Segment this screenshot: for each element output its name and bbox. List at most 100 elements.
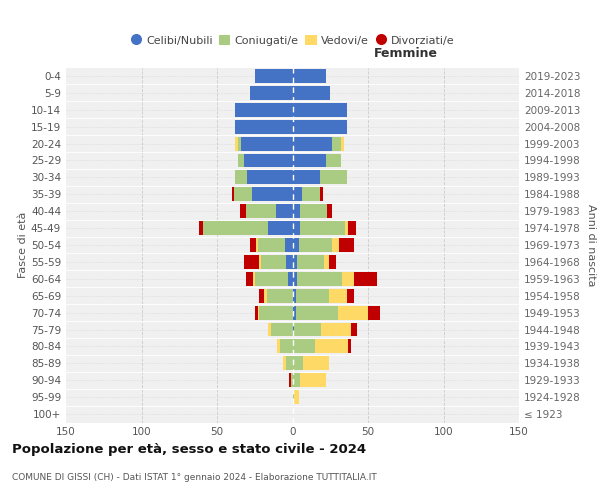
Bar bbox=[244, 154, 293, 168]
Bar bbox=[355, 272, 377, 285]
Bar bbox=[293, 289, 296, 302]
Bar bbox=[293, 120, 347, 134]
Bar bbox=[320, 188, 323, 201]
Bar bbox=[352, 322, 358, 336]
Bar bbox=[268, 322, 271, 336]
Bar bbox=[271, 322, 293, 336]
Bar bbox=[294, 390, 299, 404]
Bar bbox=[250, 86, 293, 100]
Bar bbox=[255, 69, 293, 83]
Bar bbox=[241, 136, 293, 150]
Bar bbox=[343, 272, 355, 285]
Text: Femmine: Femmine bbox=[374, 48, 438, 60]
Bar bbox=[252, 188, 293, 201]
Bar bbox=[293, 322, 294, 336]
Bar bbox=[300, 204, 327, 218]
Bar bbox=[259, 306, 293, 320]
Bar bbox=[294, 322, 321, 336]
Bar bbox=[329, 255, 336, 269]
Bar bbox=[235, 136, 238, 150]
Bar bbox=[268, 221, 293, 235]
Text: Popolazione per età, sesso e stato civile - 2024: Popolazione per età, sesso e stato civil… bbox=[12, 442, 366, 456]
Bar bbox=[293, 374, 300, 387]
Bar bbox=[332, 238, 340, 252]
Bar bbox=[244, 255, 259, 269]
Bar bbox=[259, 255, 261, 269]
Bar bbox=[247, 170, 293, 184]
Bar bbox=[235, 103, 293, 117]
Bar bbox=[320, 170, 347, 184]
Bar bbox=[261, 255, 286, 269]
Bar bbox=[283, 356, 286, 370]
Bar bbox=[315, 340, 349, 353]
Bar bbox=[332, 136, 341, 150]
Bar bbox=[293, 238, 299, 252]
Text: COMUNE DI GISSI (CH) - Dati ISTAT 1° gennaio 2024 - Elaborazione TUTTITALIA.IT: COMUNE DI GISSI (CH) - Dati ISTAT 1° gen… bbox=[12, 472, 377, 482]
Bar bbox=[346, 221, 349, 235]
Bar bbox=[293, 103, 347, 117]
Bar bbox=[293, 255, 297, 269]
Bar bbox=[255, 272, 288, 285]
Bar bbox=[289, 374, 291, 387]
Bar bbox=[199, 221, 203, 235]
Bar bbox=[250, 238, 256, 252]
Bar bbox=[293, 69, 326, 83]
Legend: Celibi/Nubili, Coniugati/e, Vedovi/e, Divorziati/e: Celibi/Nubili, Coniugati/e, Vedovi/e, Di… bbox=[126, 30, 459, 50]
Bar bbox=[293, 170, 320, 184]
Bar bbox=[293, 86, 330, 100]
Bar bbox=[285, 238, 293, 252]
Y-axis label: Fasce di età: Fasce di età bbox=[18, 212, 28, 278]
Bar bbox=[340, 238, 355, 252]
Bar bbox=[293, 340, 315, 353]
Bar bbox=[321, 322, 352, 336]
Bar bbox=[349, 340, 352, 353]
Bar bbox=[280, 340, 293, 353]
Bar bbox=[293, 136, 332, 150]
Bar bbox=[293, 154, 326, 168]
Bar bbox=[293, 306, 296, 320]
Bar bbox=[300, 374, 326, 387]
Bar bbox=[255, 306, 258, 320]
Bar bbox=[293, 204, 300, 218]
Bar bbox=[296, 289, 329, 302]
Bar bbox=[203, 221, 268, 235]
Bar bbox=[286, 356, 293, 370]
Bar bbox=[324, 255, 329, 269]
Bar bbox=[302, 188, 320, 201]
Bar bbox=[267, 289, 293, 302]
Bar bbox=[232, 188, 233, 201]
Bar bbox=[349, 221, 356, 235]
Bar bbox=[297, 272, 343, 285]
Bar bbox=[239, 204, 245, 218]
Bar bbox=[297, 255, 324, 269]
Bar bbox=[258, 306, 259, 320]
Bar bbox=[276, 204, 293, 218]
Bar bbox=[291, 374, 293, 387]
Bar bbox=[258, 238, 285, 252]
Bar bbox=[288, 272, 293, 285]
Bar bbox=[300, 221, 346, 235]
Y-axis label: Anni di nascita: Anni di nascita bbox=[586, 204, 596, 286]
Bar bbox=[293, 188, 302, 201]
Bar bbox=[296, 306, 338, 320]
Bar bbox=[338, 306, 368, 320]
Bar bbox=[245, 204, 276, 218]
Bar bbox=[368, 306, 380, 320]
Bar bbox=[293, 356, 303, 370]
Bar bbox=[293, 272, 297, 285]
Bar bbox=[264, 289, 267, 302]
Bar bbox=[303, 356, 329, 370]
Bar bbox=[238, 154, 244, 168]
Bar bbox=[256, 238, 258, 252]
Bar bbox=[245, 272, 253, 285]
Bar bbox=[329, 289, 347, 302]
Bar bbox=[277, 340, 280, 353]
Bar bbox=[299, 238, 332, 252]
Bar bbox=[235, 120, 293, 134]
Bar bbox=[238, 136, 241, 150]
Bar bbox=[233, 188, 252, 201]
Bar bbox=[347, 289, 355, 302]
Bar bbox=[341, 136, 344, 150]
Bar bbox=[326, 154, 341, 168]
Bar bbox=[286, 255, 293, 269]
